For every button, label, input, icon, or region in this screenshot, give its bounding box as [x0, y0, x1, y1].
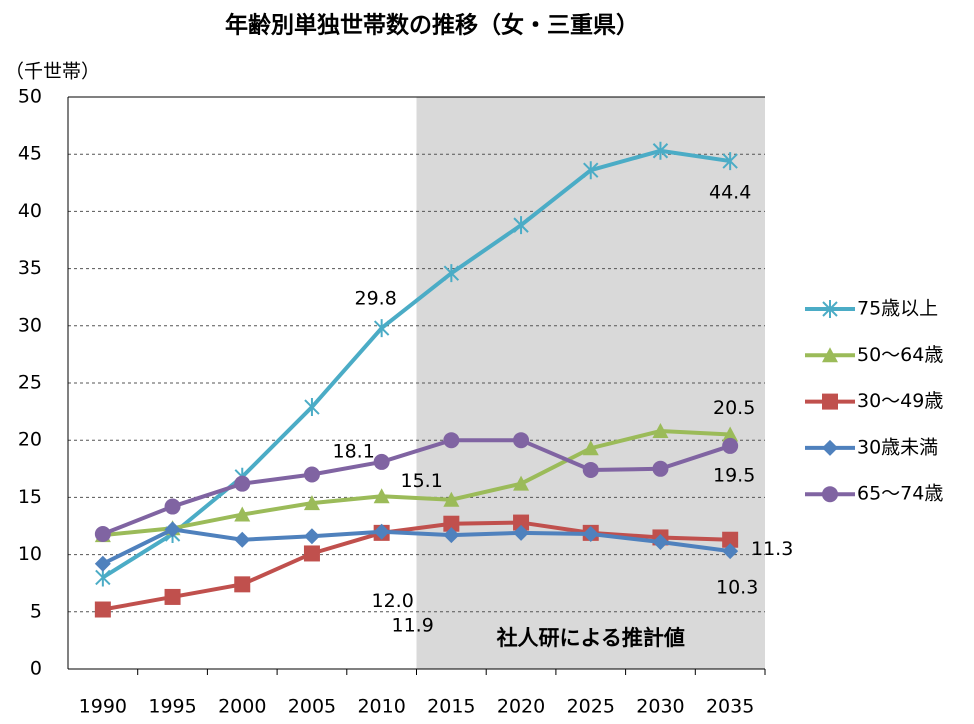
y-tick-label: 50 [18, 86, 42, 108]
marker [722, 437, 739, 454]
series-line [102, 429, 731, 538]
y-tick-label: 30 [18, 314, 42, 336]
x-tick-label: 1995 [148, 696, 196, 718]
legend-marker [822, 300, 838, 318]
y-tick-label: 15 [18, 486, 42, 508]
legend-marker [822, 439, 838, 456]
marker [652, 423, 669, 439]
x-tick-label: 2020 [497, 696, 545, 718]
legend-label: 75歳以上 [857, 298, 938, 320]
marker [234, 475, 251, 492]
x-tick-label: 2035 [706, 696, 754, 718]
y-tick-label: 0 [30, 658, 42, 680]
series-line [101, 148, 731, 580]
marker [513, 475, 530, 491]
legend-label: 65〜74歳 [857, 483, 943, 505]
marker [722, 426, 739, 442]
legend-marker [822, 486, 838, 503]
data-label: 10.3 [716, 577, 758, 599]
marker [652, 534, 669, 551]
marker [234, 576, 251, 593]
marker [304, 398, 320, 417]
marker [722, 152, 738, 171]
data-label: 19.5 [713, 464, 755, 486]
x-tick-label: 2000 [218, 696, 266, 718]
y-tick-label: 35 [18, 257, 42, 279]
data-label: 12.0 [371, 590, 413, 612]
y-tick-label: 5 [30, 600, 42, 622]
data-label: 11.3 [751, 538, 793, 560]
marker [652, 460, 669, 477]
marker [303, 495, 320, 511]
marker [722, 543, 739, 560]
marker [94, 526, 111, 543]
data-label: 15.1 [400, 470, 442, 492]
data-label: 11.9 [391, 614, 433, 636]
x-tick-label: 1990 [79, 696, 127, 718]
chart-title: 年齢別単独世帯数の推移（女・三重県） [225, 12, 639, 39]
y-axis-label: （千世帯） [5, 61, 100, 83]
marker [583, 161, 599, 180]
legend-marker [822, 347, 838, 363]
marker [164, 521, 181, 538]
x-tick-label: 2015 [427, 696, 475, 718]
marker [513, 216, 529, 235]
marker [303, 528, 320, 545]
marker [513, 524, 530, 541]
marker [513, 432, 530, 449]
marker [443, 432, 460, 449]
marker [443, 491, 460, 507]
series-line [102, 438, 731, 536]
marker [94, 601, 111, 618]
marker [652, 141, 669, 160]
x-tick-label: 2010 [357, 696, 405, 718]
data-label: 20.5 [713, 397, 755, 419]
marker [582, 461, 599, 478]
marker [94, 555, 111, 572]
y-tick-label: 20 [18, 429, 42, 451]
marker [373, 453, 390, 470]
marker [443, 264, 460, 283]
marker [443, 527, 460, 544]
marker [373, 523, 390, 540]
legend-marker [822, 393, 838, 410]
marker [303, 545, 320, 562]
legend-label: 50〜64歳 [857, 344, 943, 366]
data-label: 18.1 [332, 440, 374, 462]
marker [234, 531, 251, 548]
y-tick-label: 40 [18, 200, 42, 222]
marker [373, 319, 390, 338]
legend-label: 30歳未満 [857, 436, 938, 458]
marker [303, 466, 320, 483]
marker [164, 588, 181, 605]
y-tick-label: 10 [18, 543, 42, 565]
marker [443, 515, 460, 532]
y-tick-label: 45 [18, 143, 42, 165]
data-label: 29.8 [354, 288, 396, 310]
marker [373, 488, 390, 504]
marker [513, 514, 530, 531]
y-tick-label: 25 [18, 372, 42, 394]
series-line [101, 527, 731, 566]
marker [164, 498, 181, 515]
projection-label: 社人研による推計値 [496, 626, 685, 650]
legend-label: 30〜49歳 [857, 390, 943, 412]
series-line [102, 520, 731, 612]
marker [234, 506, 251, 522]
x-tick-label: 2030 [636, 696, 684, 718]
data-label: 44.4 [709, 182, 751, 204]
x-tick-label: 2005 [288, 696, 336, 718]
marker [582, 526, 599, 543]
x-tick-label: 2025 [567, 696, 615, 718]
marker [722, 531, 739, 548]
marker [582, 440, 599, 456]
